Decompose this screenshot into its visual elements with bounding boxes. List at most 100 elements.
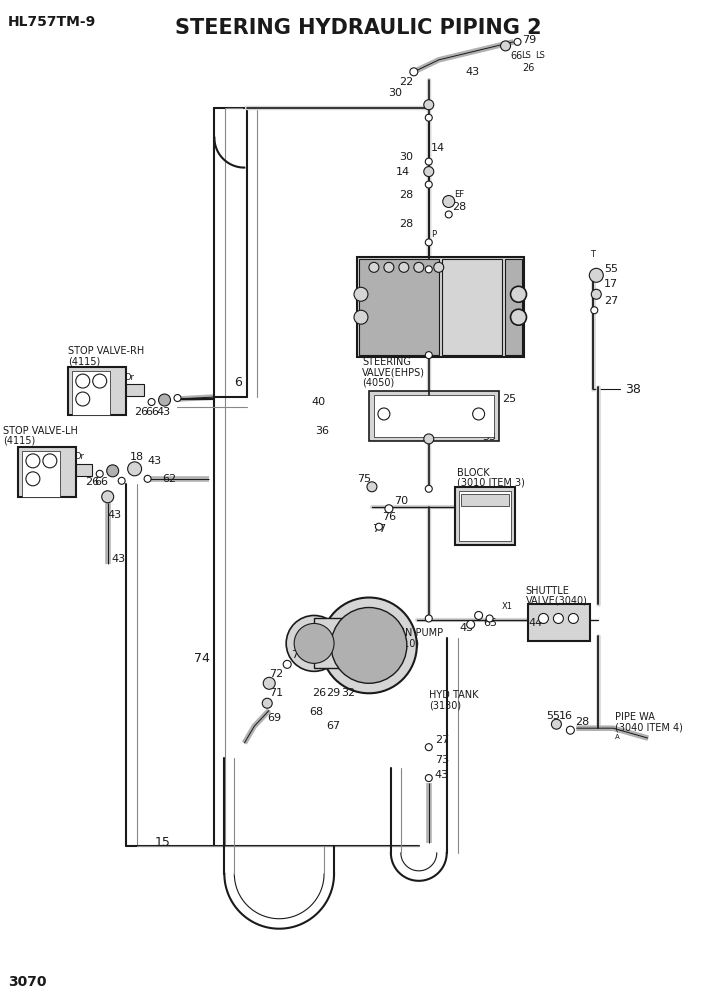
Circle shape bbox=[424, 100, 434, 110]
Circle shape bbox=[128, 462, 142, 476]
Circle shape bbox=[93, 374, 107, 388]
Text: (4115): (4115) bbox=[68, 356, 100, 366]
Bar bbox=[22, 451, 60, 497]
Circle shape bbox=[26, 454, 40, 468]
Text: 43: 43 bbox=[460, 623, 474, 634]
Circle shape bbox=[434, 262, 444, 273]
Circle shape bbox=[76, 392, 90, 406]
Text: STEERING: STEERING bbox=[362, 357, 411, 367]
Circle shape bbox=[425, 485, 432, 492]
Text: 28: 28 bbox=[399, 219, 413, 229]
Circle shape bbox=[354, 288, 368, 302]
Text: LS: LS bbox=[536, 52, 545, 61]
Text: 66: 66 bbox=[510, 51, 523, 61]
Text: HYD TANK: HYD TANK bbox=[429, 690, 478, 700]
Circle shape bbox=[424, 434, 434, 443]
Circle shape bbox=[425, 158, 432, 165]
Text: 28: 28 bbox=[576, 717, 590, 727]
Text: 70: 70 bbox=[394, 496, 408, 506]
Circle shape bbox=[385, 505, 393, 513]
Bar bbox=[357, 257, 524, 357]
Bar bbox=[455, 487, 515, 545]
Text: 76: 76 bbox=[382, 512, 396, 522]
Text: Dr: Dr bbox=[124, 373, 133, 382]
Text: 53: 53 bbox=[482, 432, 496, 441]
Circle shape bbox=[425, 351, 432, 359]
Text: (3040 ITEM 4): (3040 ITEM 4) bbox=[615, 722, 683, 732]
Circle shape bbox=[26, 472, 40, 486]
Bar bbox=[18, 446, 76, 497]
Circle shape bbox=[425, 266, 432, 273]
Text: 43: 43 bbox=[157, 407, 171, 417]
Circle shape bbox=[472, 408, 484, 420]
Text: MAIN PUMP: MAIN PUMP bbox=[387, 628, 443, 639]
Circle shape bbox=[102, 491, 114, 503]
Text: 73: 73 bbox=[435, 755, 449, 765]
Text: 68: 68 bbox=[309, 707, 323, 717]
Text: STEERING HYDRAULIC PIPING 2: STEERING HYDRAULIC PIPING 2 bbox=[175, 18, 541, 38]
Text: 43: 43 bbox=[112, 554, 126, 563]
Circle shape bbox=[538, 613, 548, 623]
Text: STOP VALVE-LH: STOP VALVE-LH bbox=[3, 426, 78, 435]
Text: 16: 16 bbox=[558, 711, 572, 721]
Circle shape bbox=[467, 620, 475, 629]
Circle shape bbox=[413, 262, 424, 273]
Text: 77: 77 bbox=[372, 524, 386, 534]
Circle shape bbox=[510, 287, 526, 303]
Circle shape bbox=[552, 719, 562, 729]
Text: 72: 72 bbox=[270, 670, 284, 680]
Circle shape bbox=[410, 67, 418, 75]
Bar bbox=[461, 494, 508, 506]
Circle shape bbox=[144, 475, 151, 482]
Circle shape bbox=[591, 307, 598, 313]
Text: (4115): (4115) bbox=[3, 435, 35, 446]
Text: 43: 43 bbox=[465, 66, 479, 76]
Circle shape bbox=[148, 399, 155, 406]
Circle shape bbox=[501, 41, 510, 51]
Circle shape bbox=[445, 211, 452, 218]
Circle shape bbox=[443, 195, 455, 207]
Circle shape bbox=[569, 613, 578, 623]
Text: T: T bbox=[590, 250, 595, 259]
Circle shape bbox=[424, 167, 434, 177]
Bar bbox=[374, 395, 494, 436]
Text: PIPE WA: PIPE WA bbox=[615, 712, 655, 722]
Bar bbox=[369, 391, 498, 440]
Circle shape bbox=[354, 310, 368, 324]
Text: 17: 17 bbox=[604, 280, 618, 290]
Circle shape bbox=[553, 613, 564, 623]
Text: STOP VALVE-RH: STOP VALVE-RH bbox=[68, 346, 144, 356]
Circle shape bbox=[369, 262, 379, 273]
Text: 30: 30 bbox=[399, 152, 413, 162]
Circle shape bbox=[425, 615, 432, 622]
Circle shape bbox=[567, 726, 574, 734]
Circle shape bbox=[514, 39, 521, 46]
Text: 66: 66 bbox=[145, 407, 159, 417]
Circle shape bbox=[286, 615, 342, 672]
Text: 22: 22 bbox=[399, 76, 413, 86]
Text: EF: EF bbox=[453, 190, 464, 199]
Circle shape bbox=[118, 477, 125, 484]
Text: SHUTTLE: SHUTTLE bbox=[526, 585, 569, 595]
Bar bbox=[68, 367, 126, 415]
Text: 79: 79 bbox=[522, 35, 537, 45]
Circle shape bbox=[294, 623, 334, 664]
Circle shape bbox=[96, 470, 103, 477]
Text: VALVE(3040): VALVE(3040) bbox=[526, 595, 588, 605]
Bar bbox=[442, 259, 501, 355]
Text: 29: 29 bbox=[326, 688, 340, 698]
Text: (3010 ITEM 3): (3010 ITEM 3) bbox=[457, 478, 524, 488]
Text: P: P bbox=[431, 230, 436, 239]
Circle shape bbox=[331, 607, 407, 683]
Text: 66: 66 bbox=[95, 477, 109, 487]
Circle shape bbox=[367, 482, 377, 492]
Bar bbox=[359, 259, 439, 355]
Circle shape bbox=[376, 523, 383, 530]
Text: 3070: 3070 bbox=[8, 974, 46, 989]
Circle shape bbox=[321, 597, 417, 693]
Circle shape bbox=[107, 465, 119, 477]
Text: 71: 71 bbox=[270, 688, 284, 698]
Circle shape bbox=[263, 678, 275, 689]
Circle shape bbox=[43, 454, 57, 468]
Circle shape bbox=[425, 182, 432, 188]
